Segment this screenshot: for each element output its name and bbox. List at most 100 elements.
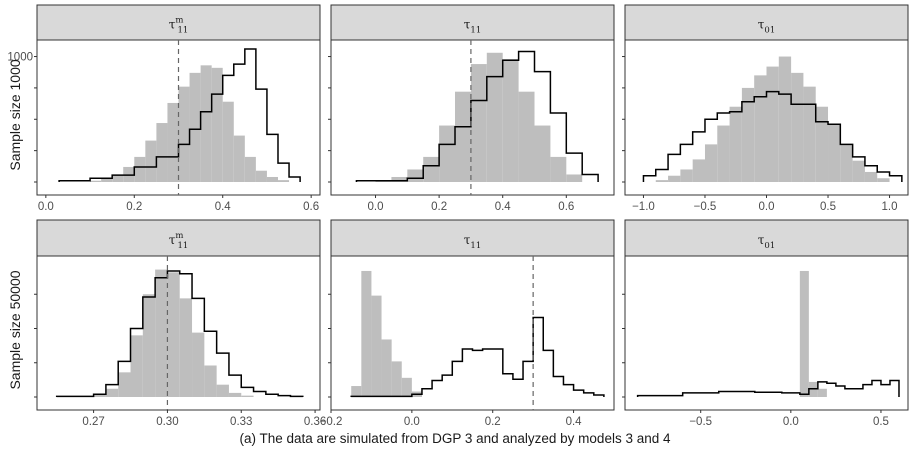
step-histogram [350,316,605,398]
x-tick-label: 1.0 [882,201,898,213]
hist-bar [791,72,804,182]
x-tick-label: −0.2 [320,416,343,428]
hist-bar [211,67,223,182]
x-tick-label: 0.2 [126,201,142,213]
strip-label: τm 11 [169,16,189,36]
hist-bar [204,365,217,397]
x-tick-label: 0.5 [873,416,889,428]
plot-frame [330,255,615,411]
hist-bar [470,64,487,182]
x-tick-label: 0.30 [156,416,178,428]
hist-bar [179,298,193,397]
hist-bar [216,384,229,397]
hist-bar [241,395,254,397]
hist-bar [486,52,503,183]
strip-header [330,219,615,257]
x-tick-label: 0.0 [368,201,384,213]
x-tick-label: 0.0 [38,201,54,213]
step-histogram [355,50,599,182]
hist-bar [407,169,424,182]
step-histogram [55,270,304,398]
hist-bar [277,180,290,182]
hist-bar [167,102,179,182]
strip-label: τ11 [464,233,481,251]
x-tick-label: 0.4 [215,201,232,213]
hist-bar [668,175,681,182]
hist-bar [799,270,809,397]
strip-header [330,4,615,41]
hist-bar [439,125,456,182]
hist-bar [391,361,402,397]
hist-bar [156,123,168,182]
step-histogram [58,48,301,182]
hist-bar [244,156,256,182]
hist-bar [778,56,792,182]
x-tick-label: 0.6 [558,201,574,213]
plot-frame [36,255,321,411]
x-tick-label: 0.0 [759,201,775,213]
row-label-sample-size-1000: Sample size 1000 [7,59,23,171]
hist-bar [222,101,234,182]
x-tick-label: 0.2 [485,416,501,428]
strip-header [624,4,909,41]
strip-header [36,4,321,41]
hist-bar [112,174,124,182]
panel-6: τ01 −0.5 0.0 0.5 [622,219,909,428]
hist-bar [455,91,471,182]
hist-bar [741,87,755,182]
hist-bar [815,106,829,182]
hist-bar [502,59,519,182]
hist-bar [817,388,827,397]
x-tick-label: 0.0 [404,416,420,428]
hist-bar [423,156,440,182]
x-tick-label: 0.2 [431,201,447,213]
hist-bar [877,178,890,182]
panel-2: τ11 0.0 0.2 0.4 0.6 [328,4,615,213]
strip-label: τm 11 [169,231,189,251]
hist-bar [93,394,106,397]
hist-bar [233,135,245,182]
strip-label: τ01 [758,18,775,36]
hist-bar [381,339,392,397]
hist-bar [178,86,190,182]
hist-bar [371,295,382,397]
hist-bar [101,178,113,182]
panel-5: τ11 −0.2 0.0 0.2 0.4 [320,219,615,428]
x-tick-label: 0.6 [303,201,319,213]
hist-bar [518,91,535,182]
x-tick-label: 0.4 [495,201,512,213]
hist-bar [550,156,567,182]
hist-bar [130,335,143,397]
hist-bar [90,180,102,182]
hist-bar [167,272,180,397]
x-tick-label: −1.0 [632,201,655,213]
panels-layer: τm 11 0.0 0.2 0.4 0.6 1000 τ11 0.0 0.2 0.4 0.6 τ01 −1… [7,4,909,428]
hist-bar [351,386,362,397]
strip-label: τ01 [758,233,775,251]
hist-bar [704,144,718,182]
hist-bar [766,66,779,182]
hist-bar [145,140,157,182]
hist-bar [118,372,131,397]
hist-bar [134,156,146,182]
hist-bar [852,160,865,182]
hist-bar [228,392,242,397]
hist-bar [105,388,119,397]
panel-4: τm 11 0.27 0.30 0.33 0.36 [34,219,326,428]
x-tick-label: 0.36 [304,416,326,428]
strip-label: τ11 [464,18,481,36]
figure-caption: (a) The data are simulated from DGP 3 an… [240,431,671,446]
plot-frame [330,39,615,196]
hist-bar [803,86,816,182]
hist-bar [754,75,767,182]
hist-bar [840,144,853,182]
panel-1: τm 11 0.0 0.2 0.4 0.6 1000 [7,4,321,213]
x-tick-label: −0.5 [689,416,712,428]
hist-bar [717,125,730,182]
x-tick-label: 0.33 [230,416,252,428]
panel-3: τ01 −1.0 −0.5 0.0 0.5 1.0 [622,4,909,213]
hist-bar [566,174,583,182]
hist-bar [266,176,278,182]
x-tick-label: 0.0 [783,416,799,428]
